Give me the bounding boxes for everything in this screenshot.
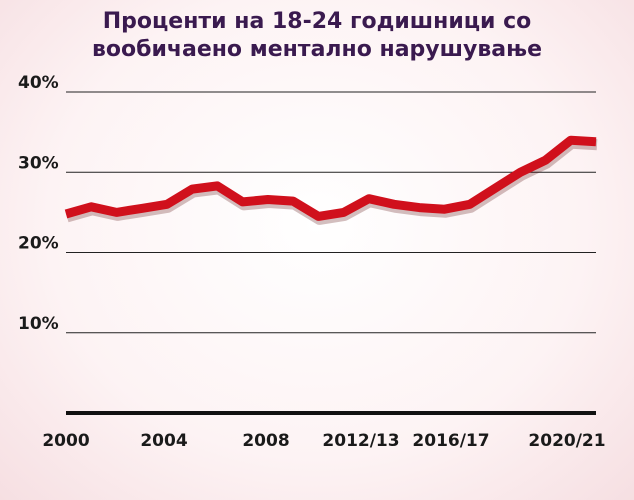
series-line <box>64 135 597 221</box>
chart-title-line-1: Проценти на 18-24 годишници со <box>102 9 532 34</box>
chart-title-line-2: вообичаено ментално нарушување <box>91 37 543 62</box>
x-tick-label: 2008 <box>242 431 289 451</box>
gridlines <box>66 91 596 334</box>
series-line-group <box>64 135 598 225</box>
x-tick-label: 2016/17 <box>412 431 489 451</box>
y-axis-tick-labels: 10% 20% 30% 40% <box>18 73 59 334</box>
y-tick-label: 10% <box>18 314 59 334</box>
x-tick-label: 2012/13 <box>322 431 399 451</box>
y-tick-label: 30% <box>18 153 59 173</box>
x-tick-label: 2000 <box>42 431 89 451</box>
y-tick-label: 40% <box>18 73 59 93</box>
chart-title: Проценти на 18-24 годишници со вообичаен… <box>0 8 634 64</box>
y-tick-label: 20% <box>18 234 59 254</box>
x-axis-tick-labels: 2000 2004 2008 2012/13 2016/17 2020/21 <box>42 431 605 451</box>
x-tick-label: 2020/21 <box>528 431 605 451</box>
x-tick-label: 2004 <box>140 431 187 451</box>
